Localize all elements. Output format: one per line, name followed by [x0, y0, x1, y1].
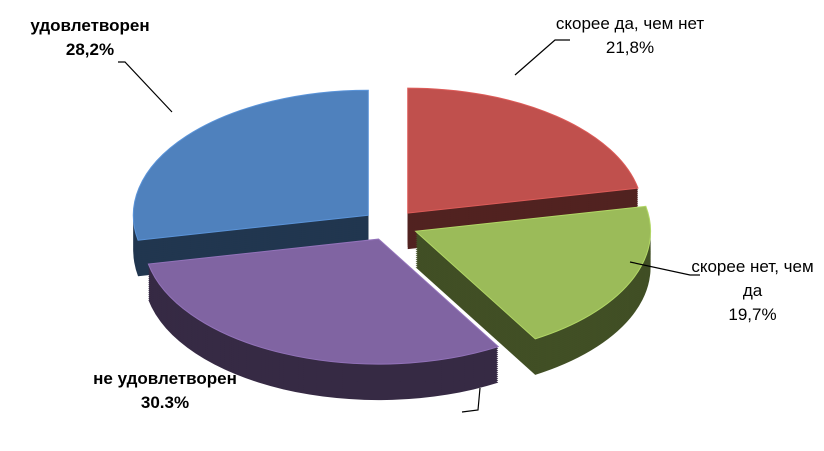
slice-label: удовлетворен 28,2% — [0, 14, 180, 62]
leader-line — [118, 61, 173, 113]
value-label: 21,8% — [605, 38, 655, 57]
slice-label: не удовлетворен 30.3% — [90, 367, 240, 415]
value-label: 28,2% — [65, 40, 115, 59]
slice-label: скорее нет, чем да 19,7% — [690, 255, 815, 327]
slice-top — [132, 89, 369, 241]
slice-top — [147, 238, 500, 365]
leader-line — [461, 387, 481, 413]
category-label: скорее да, чем нет — [555, 14, 705, 33]
slice — [147, 238, 500, 401]
leader-line — [514, 39, 570, 76]
value-label: 30.3% — [140, 393, 190, 412]
slice — [132, 89, 369, 277]
slice — [414, 205, 652, 375]
category-label: не удовлетворен — [93, 369, 237, 388]
category-label: скорее нет, чем да — [691, 257, 814, 300]
category-label: удовлетворен — [30, 16, 150, 35]
leader-line — [629, 261, 700, 276]
slice — [407, 87, 639, 250]
slice-top — [407, 87, 639, 214]
value-label: 19,7% — [728, 305, 777, 324]
slice-label: скорее да, чем нет 21,8% — [530, 12, 730, 60]
slice-top — [414, 205, 652, 340]
